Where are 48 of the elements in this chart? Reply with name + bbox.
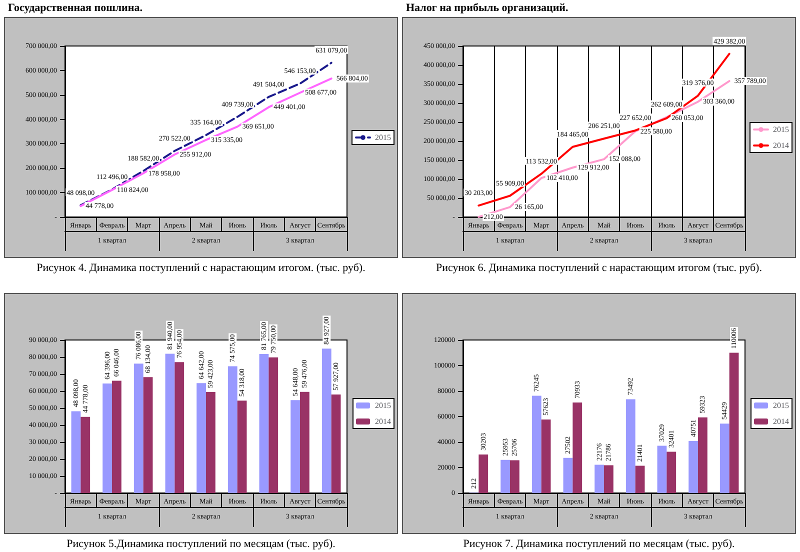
bar (572, 402, 582, 493)
bar (322, 348, 332, 493)
legend-label: 2014 (773, 417, 789, 426)
bar (478, 454, 488, 493)
bar (268, 357, 278, 493)
bar (720, 424, 730, 493)
bar (541, 420, 551, 493)
bar (300, 392, 310, 493)
bar (657, 446, 667, 493)
text: Рисунок 7. Динамика поступлений по месяцам (тыс. руб). (462, 538, 736, 550)
bar (102, 384, 112, 493)
text: Рисунок 4. Динамика поступлений с нарастающим итогом. (тыс. руб). (36, 262, 366, 274)
bar (698, 417, 708, 493)
bar (165, 354, 175, 493)
legend-label: 2014 (773, 141, 789, 150)
bar (80, 416, 90, 493)
bar (228, 366, 238, 493)
legend-label: 2014 (375, 417, 391, 426)
bar (331, 394, 341, 493)
bar (626, 399, 636, 493)
bar (134, 364, 144, 493)
bar (510, 460, 520, 493)
bar (666, 452, 676, 493)
chart-title: Государственная пошлина. (8, 2, 142, 14)
bar (112, 380, 122, 493)
bar (174, 362, 184, 493)
bar (71, 411, 81, 493)
bar (206, 392, 216, 493)
bar (259, 354, 269, 493)
bar (688, 441, 698, 493)
bar (532, 396, 542, 493)
bar (594, 464, 604, 493)
bar (635, 466, 645, 493)
bar (196, 383, 206, 493)
bar (729, 352, 739, 493)
text: Рисунок 6. Динамика поступлений с нарастающим итогом (тыс. руб). (435, 262, 763, 274)
bar (500, 460, 510, 493)
legend-label: 2015 (375, 133, 391, 142)
bar (563, 458, 573, 493)
legend-label: 2015 (773, 125, 789, 134)
bar (143, 377, 153, 493)
bar (290, 400, 300, 493)
chart-title: Налог на прибыль организаций. (406, 2, 568, 14)
bar (237, 400, 247, 493)
legend-label: 2015 (375, 401, 391, 410)
legend-label: 2015 (773, 401, 789, 410)
bar (604, 465, 614, 493)
text: Рисунок 5.Динамика поступлений по месяцам (тыс. руб). (66, 538, 336, 550)
